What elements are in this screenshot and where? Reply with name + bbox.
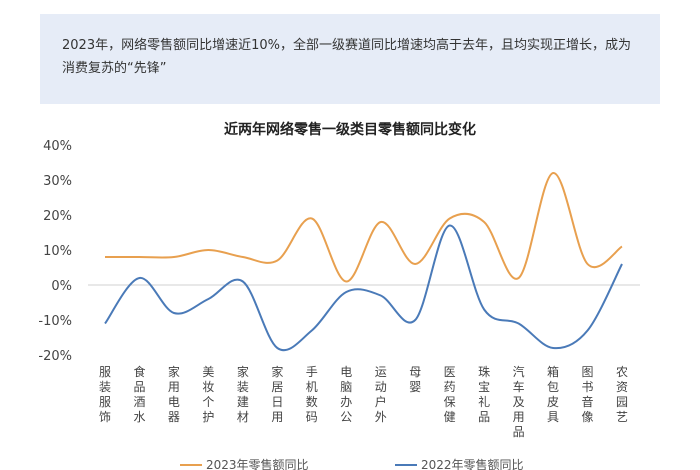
chart-title: 近两年网络零售一级类目零售额同比变化 <box>224 121 476 138</box>
y-tick-label: -10% <box>38 314 72 329</box>
x-category-label: 美妆个护 <box>202 365 214 424</box>
legend-label: 2023年零售额同比 <box>206 457 309 470</box>
x-category-label: 医药保健 <box>444 365 456 424</box>
series-line-2022 <box>104 224 623 352</box>
y-tick-label: 20% <box>43 209 72 224</box>
x-category-label: 珠宝礼品 <box>478 365 490 424</box>
y-tick-label: 0% <box>51 279 72 294</box>
x-category-label: 图书音像 <box>582 365 594 424</box>
y-axis: 40% 30% 20% 10% 0% -10% -20% <box>38 139 72 364</box>
y-tick-label: 10% <box>43 244 72 259</box>
x-category-label: 食品酒水 <box>133 364 145 424</box>
x-category-label: 农资园艺 <box>616 365 628 424</box>
series-line-2023 <box>104 172 623 283</box>
summary-text: 2023年，网络零售额同比增速近10%，全部一级赛道同比增速均高于去年，且均实现… <box>62 38 631 76</box>
x-category-label: 运动户外 <box>375 365 387 424</box>
x-axis-categories: 服装服饰 食品酒水 家用电器 美妆个护 家装建材 家居日用 手机数码 电脑办公 运动户外 母婴医药… <box>99 364 628 439</box>
summary-callout: 2023年，网络零售额同比增速近10%，全部一级赛道同比增速均高于去年，且均实现… <box>40 14 660 104</box>
x-category-label: 服装服饰 <box>99 365 111 424</box>
x-category-label: 家用电器 <box>168 364 180 424</box>
legend-label: 2022年零售额同比 <box>421 457 524 470</box>
y-tick-label: 40% <box>43 139 72 154</box>
legend: 2023年零售额同比 2022年零售额同比 <box>180 457 524 470</box>
x-category-label: 母婴 <box>409 365 421 394</box>
x-category-label: 家居日用 <box>271 364 283 424</box>
series-lines <box>104 172 623 352</box>
x-category-label: 箱包皮具 <box>547 364 559 424</box>
x-category-label: 手机数码 <box>306 365 318 424</box>
x-category-label: 汽车及用品 <box>513 364 525 439</box>
y-tick-label: -20% <box>38 349 72 364</box>
x-category-label: 电脑办公 <box>340 365 352 424</box>
x-category-label: 家装建材 <box>237 364 249 424</box>
y-tick-label: 30% <box>43 174 72 189</box>
line-chart: 近两年网络零售一级类目零售额同比变化 40% 30% 20% 10% 0% -10% -20… <box>38 121 640 470</box>
